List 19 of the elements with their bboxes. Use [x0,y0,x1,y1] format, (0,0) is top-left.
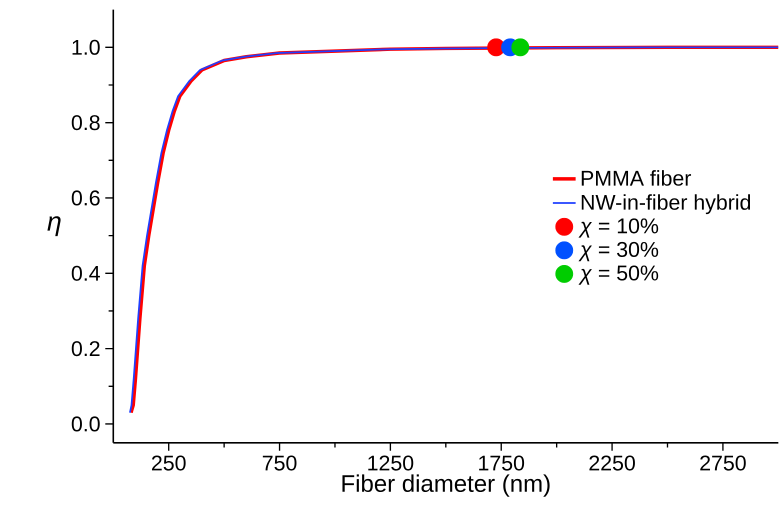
y-tick-label: 0.0 [72,416,100,432]
y-tick-label: 1.0 [72,40,100,55]
y-tick-label: 0.2 [72,341,100,356]
x-tick-label: 1750 [479,456,524,471]
x-tick-label: 1250 [368,456,414,471]
x-axis-title: Fiber diameter (nm) [342,474,550,497]
y-tick-label: 0.8 [72,115,100,130]
legend-label: PMMA fiber [582,170,692,186]
legend-label: NW-in-fiber hybrid [582,194,750,214]
x-tick-label: 2250 [589,456,635,471]
y-tick-label: 0.4 [72,266,100,281]
x-tick-label: 250 [152,456,186,471]
y-axis-title: η [47,216,61,236]
legend-label: χ = 10% [578,218,658,238]
legend-label: χ = 30% [578,242,658,262]
x-tick-label: 2750 [700,456,746,471]
legend-label: χ = 50% [578,266,658,285]
y-tick-label: 0.6 [72,190,100,206]
x-tick-label: 750 [262,456,296,471]
